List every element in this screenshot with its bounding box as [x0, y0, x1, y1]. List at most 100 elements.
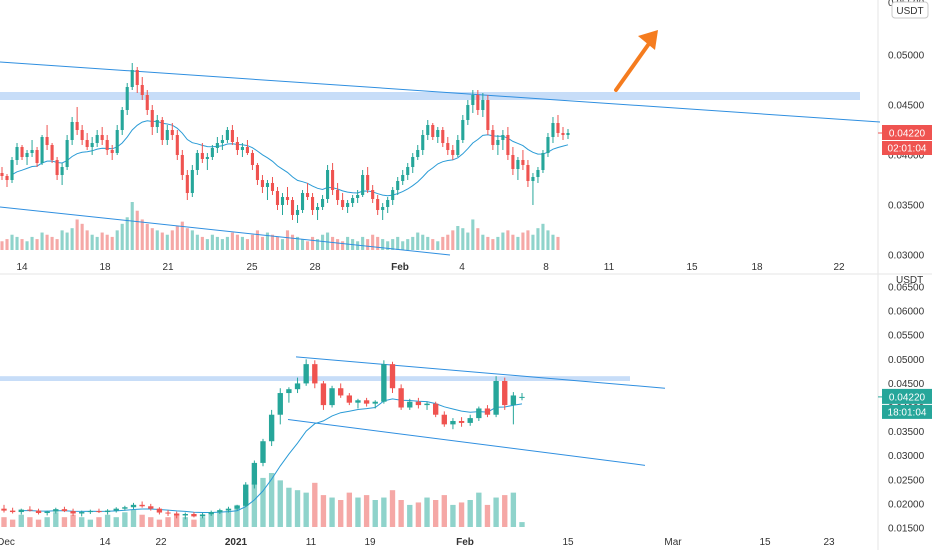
top-candle	[305, 193, 310, 197]
top-volume-bar	[466, 232, 470, 250]
bottom-volume-bar	[355, 497, 361, 527]
top-volume-bar	[446, 234, 450, 250]
top-volume-bar	[15, 236, 19, 250]
top-volume-bar	[536, 228, 540, 250]
bottom-volume-bar	[70, 514, 76, 527]
top-volume-bar	[461, 228, 465, 250]
top-volume-bar	[25, 241, 29, 250]
top-candle	[356, 195, 360, 198]
top-candle	[175, 135, 179, 155]
top-volume-bar	[105, 234, 109, 250]
top-candle	[80, 130, 84, 140]
top-candle	[245, 147, 249, 153]
top-price-tick: 0.04500	[888, 101, 925, 112]
top-volume-bar	[45, 234, 49, 250]
top-volume-bar	[130, 202, 134, 250]
top-volume-bar	[331, 236, 335, 250]
top-candle	[451, 150, 455, 155]
top-volume-bar	[10, 234, 14, 250]
bottom-candle	[467, 418, 473, 423]
top-volume-bar	[40, 232, 44, 250]
top-volume-bar	[20, 239, 24, 250]
top-volume-bar	[371, 234, 375, 250]
top-price-tick: 0.05000	[888, 51, 925, 62]
top-volume-bar	[95, 236, 99, 250]
top-candle	[50, 145, 54, 160]
bottom-volume-bar	[441, 495, 447, 527]
top-volume-bar	[310, 236, 315, 250]
top-volume-bar	[30, 236, 34, 250]
top-candle	[441, 130, 445, 143]
top-candle	[290, 200, 295, 215]
top-volume-bar	[381, 239, 385, 250]
bottom-volume-bar	[87, 519, 94, 527]
bottom-volume-bar	[113, 517, 119, 527]
top-volume-bar	[265, 232, 270, 250]
top-candle	[135, 70, 139, 85]
top-date-label: 15	[686, 262, 698, 273]
bottom-volume-bar	[502, 495, 508, 527]
bottom-candle	[363, 400, 370, 404]
bottom-volume-bar	[156, 519, 163, 527]
bottom-volume-bar	[122, 512, 128, 527]
bottom-volume-bar	[519, 522, 525, 527]
top-candle	[145, 95, 149, 110]
top-candle	[461, 120, 465, 140]
top-candle	[195, 153, 199, 170]
bottom-candle	[173, 513, 180, 516]
top-candle	[240, 147, 244, 150]
top-candle	[336, 190, 340, 200]
bottom-candle	[450, 420, 456, 425]
bottom-date-label: 11	[306, 537, 317, 548]
top-volume-bar	[506, 230, 510, 250]
bottom-candle	[355, 400, 361, 403]
top-candle	[90, 143, 94, 147]
top-volume-bar	[556, 236, 560, 250]
bottom-candle	[165, 512, 171, 514]
bottom-candle	[156, 508, 163, 513]
bottom-candle	[476, 408, 482, 419]
top-volume-bar	[110, 236, 114, 250]
top-candle	[110, 150, 114, 153]
bottom-volume-bar	[18, 514, 24, 527]
top-candle	[25, 153, 29, 157]
top-volume-bar	[401, 241, 405, 250]
top-candle	[85, 140, 89, 147]
top-candle	[351, 198, 355, 203]
top-volume-bar	[491, 239, 495, 250]
top-volume-bar	[321, 234, 325, 250]
top-date-label: 4	[459, 262, 465, 273]
top-candle	[491, 130, 495, 145]
bottom-volume-bar	[484, 504, 491, 527]
top-volume-bar	[501, 232, 505, 250]
bottom-candle	[493, 381, 499, 415]
bottom-volume-bar	[277, 480, 283, 527]
top-volume-bar	[511, 234, 515, 250]
bottom-volume-bar	[96, 517, 102, 527]
top-candle	[260, 180, 265, 187]
top-candle	[321, 199, 325, 207]
top-volume-bar	[285, 230, 290, 250]
bottom-date-label: 15	[759, 537, 771, 548]
top-volume-bar	[411, 236, 415, 250]
bottom-currency-label: USDT	[896, 275, 923, 286]
bottom-volume-bar	[44, 517, 50, 527]
bottom-candle	[70, 511, 76, 514]
top-moving-average	[11, 120, 569, 197]
bottom-candle	[208, 512, 214, 515]
top-volume-bar	[336, 239, 340, 250]
top-volume-bar	[295, 236, 300, 250]
top-date-label: 11	[604, 262, 615, 273]
top-candle	[386, 200, 390, 207]
top-volume-bar	[421, 234, 425, 250]
top-volume-bar	[85, 230, 89, 250]
top-volume-bar	[145, 223, 149, 250]
top-candle	[466, 105, 470, 120]
bottom-candle	[441, 414, 447, 425]
bottom-trendline-1	[295, 356, 666, 389]
top-date-label: 8	[543, 262, 549, 273]
top-volume-bar	[250, 234, 254, 250]
bottom-candle	[9, 510, 16, 513]
bottom-price-tick: 0.05500	[888, 331, 925, 342]
